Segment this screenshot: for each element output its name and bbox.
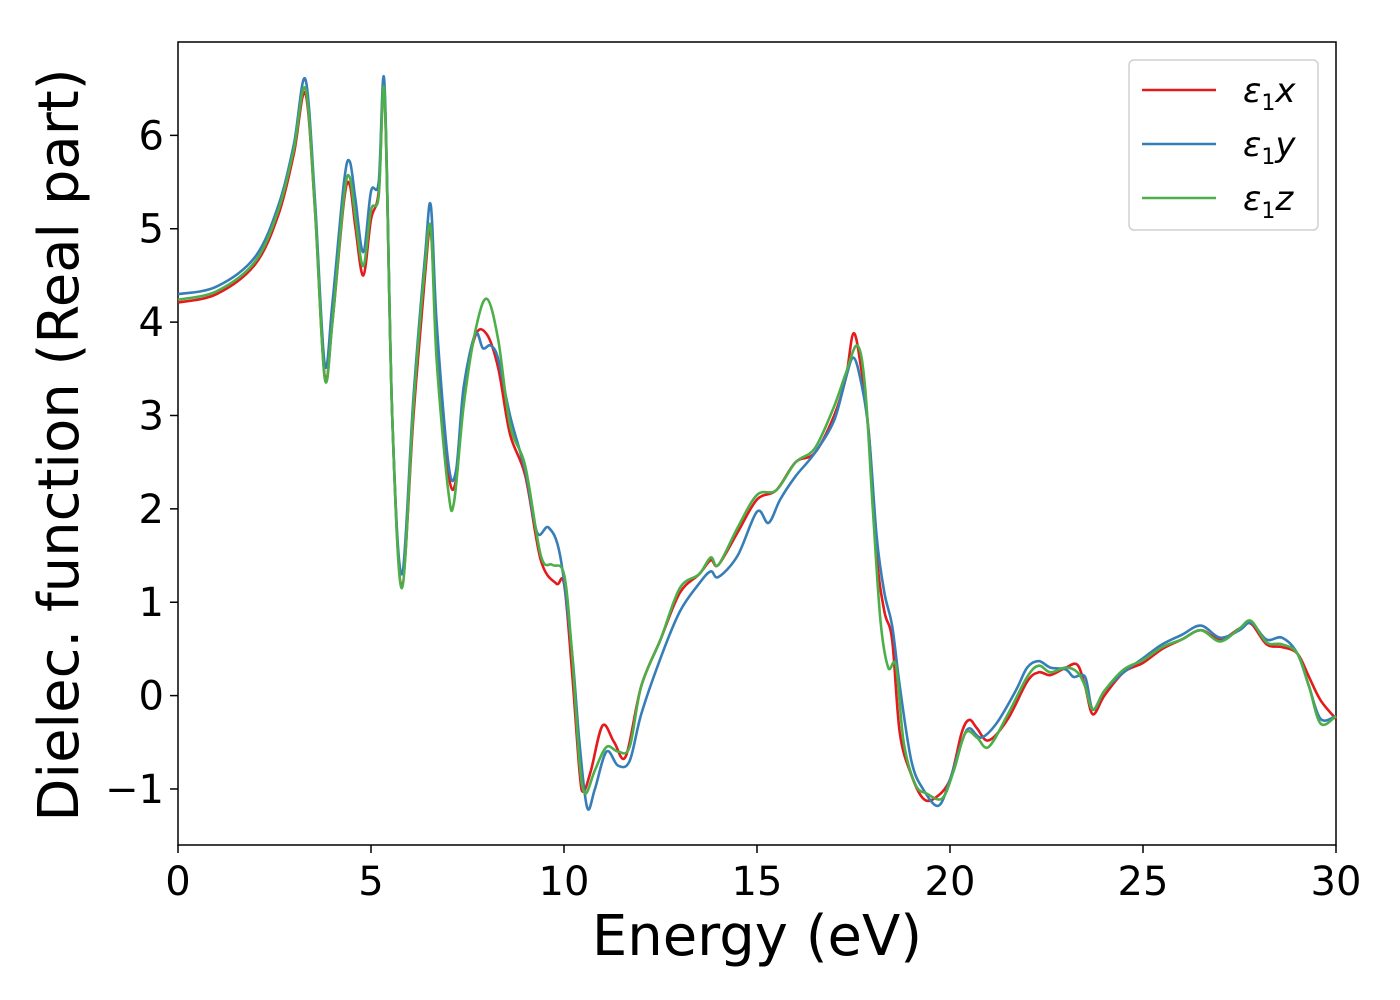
y-tick-label: 2	[139, 487, 164, 533]
series-line-eps1z	[177, 85, 1337, 801]
x-tick-label: 25	[1118, 859, 1169, 905]
legend-entry: ε1x	[1243, 71, 1296, 116]
x-tick-label: 10	[539, 859, 590, 905]
y-tick-label: 4	[139, 300, 164, 346]
x-axis-label: Energy (eV)	[592, 904, 922, 969]
y-axis-label: Dielec. function (Real part)	[27, 68, 92, 821]
y-tick-label: 3	[139, 393, 164, 439]
legend-entry: ε1z	[1243, 179, 1294, 224]
x-axis: 0 5 10 15 20 25 30	[165, 845, 1361, 905]
x-tick-label: 0	[165, 859, 190, 905]
x-tick-label: 30	[1311, 859, 1362, 905]
x-tick-label: 15	[732, 859, 783, 905]
y-tick-label: 1	[139, 580, 164, 626]
x-tick-label: 20	[925, 859, 976, 905]
x-tick-label: 5	[358, 859, 383, 905]
legend-entry: ε1y	[1243, 125, 1296, 170]
y-tick-label: −1	[105, 767, 164, 813]
y-axis: −1 0 1 2 3 4 5 6	[105, 113, 178, 813]
y-tick-label: 5	[139, 207, 164, 253]
y-tick-label: 0	[139, 674, 164, 720]
legend-box	[1128, 59, 1319, 231]
series-lines	[177, 74, 1337, 811]
y-tick-label: 6	[139, 113, 164, 159]
legend: ε1x ε1y ε1z	[1128, 59, 1319, 231]
